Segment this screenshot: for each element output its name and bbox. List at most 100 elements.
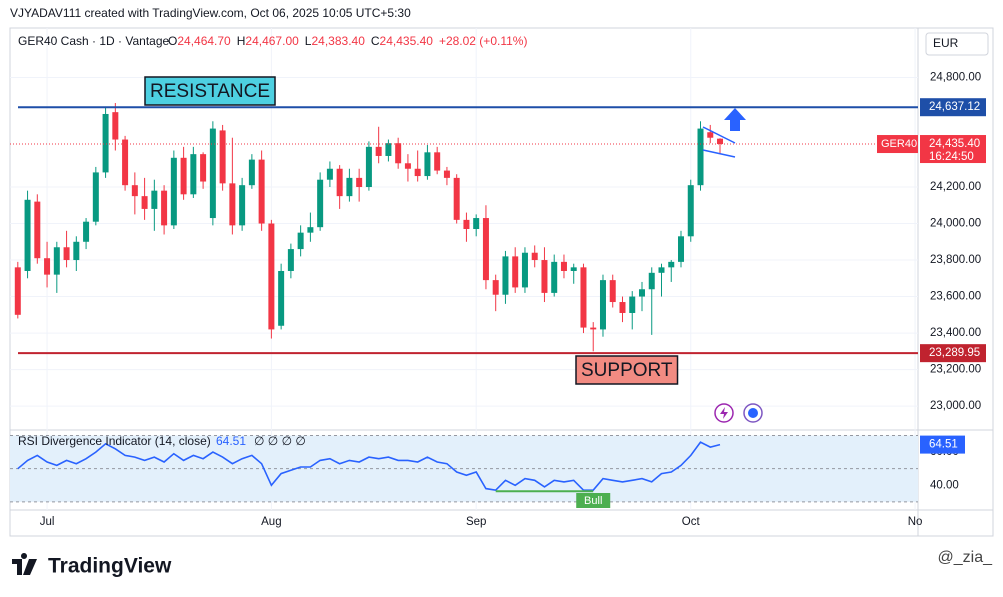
level-annotation-box <box>144 76 276 106</box>
x-tick-label: No <box>908 516 923 528</box>
ohlc-change: +28.02 (+0.11%) <box>439 34 528 48</box>
candle-body <box>668 261 675 268</box>
candle-body <box>365 146 372 188</box>
overlay: 24,637.12 23,289.95 RESISTANCE SUPPORT 24,43… <box>10 76 986 508</box>
candle-body <box>229 183 236 226</box>
flag-pattern <box>702 126 736 158</box>
candle-body <box>346 177 353 197</box>
candle-body <box>356 177 363 188</box>
candle-body <box>619 302 626 313</box>
divergence-box <box>576 493 611 508</box>
candle-body <box>678 236 685 262</box>
candle-body <box>258 159 265 224</box>
x-tick-label: Sep <box>466 516 486 528</box>
icon-flash-glyph <box>720 407 728 419</box>
candle-body <box>434 152 441 171</box>
candle-body <box>326 168 333 180</box>
rsi-tick-label: 40.00 <box>930 479 959 491</box>
candle-body <box>717 138 724 145</box>
candle-body <box>317 179 324 228</box>
level-axis-label: 24,637.12 <box>929 101 980 113</box>
candle-body <box>385 143 392 156</box>
y-tick-label: 24,800.00 <box>930 71 981 83</box>
attribution: VJYADAV111 created with TradingView.com,… <box>10 6 411 20</box>
x-tick-label: Jul <box>40 516 55 528</box>
divergence-label: Bull <box>584 495 602 507</box>
chart-frame <box>9 27 994 537</box>
ohlc-key: H <box>237 34 246 48</box>
candle-body <box>151 190 158 209</box>
rsi-title: RSI Divergence Indicator (14, close) <box>18 434 211 448</box>
candle-body <box>609 280 616 303</box>
candle-body <box>180 157 187 195</box>
rsi-axis-box <box>920 435 965 454</box>
candle-body <box>248 159 255 186</box>
x-tick-label: Aug <box>261 516 281 528</box>
level-axis-label: 23,289.95 <box>929 347 980 359</box>
candle-body <box>161 190 168 226</box>
candle-body <box>170 157 177 226</box>
level-axis-box <box>920 98 986 117</box>
currency: EUR <box>933 36 959 50</box>
candle-body <box>287 249 294 271</box>
x-tick-label: Oct <box>682 516 701 528</box>
y-tick-label: 24,000.00 <box>930 218 981 230</box>
ohlc-key: L <box>305 34 312 48</box>
level-axis-box <box>920 344 986 363</box>
candle-body <box>658 267 665 273</box>
symbol-tag <box>877 135 918 154</box>
plot <box>14 103 724 492</box>
candle-body <box>697 128 704 186</box>
candle-body <box>297 232 304 250</box>
y-tick-label: 23,400.00 <box>930 327 981 339</box>
candle-body <box>44 258 51 275</box>
rsi-flags: ∅ ∅ ∅ ∅ <box>254 434 306 448</box>
candle-body <box>34 201 41 259</box>
icon-target-core <box>748 408 758 418</box>
ohlc-value: 24,435.40 <box>380 34 434 48</box>
candle-body <box>375 146 382 156</box>
y-tick-label: 23,600.00 <box>930 291 981 303</box>
candle-body <box>521 252 528 288</box>
candle-body <box>599 280 606 330</box>
candle-body <box>24 199 31 271</box>
candle-body <box>414 168 421 177</box>
candle-body <box>687 185 694 237</box>
candle-body <box>560 261 567 271</box>
ohlc-value: 24,464.70 <box>177 34 231 48</box>
level-annotation-box <box>575 355 679 385</box>
candle-body <box>531 252 538 261</box>
watermark: @_zia_ <box>938 549 994 566</box>
candle-body <box>83 221 90 242</box>
ohlc-key: O <box>168 34 177 48</box>
candle-body <box>122 139 129 186</box>
candle-body <box>278 270 285 326</box>
candle-body <box>590 327 597 330</box>
candle-body <box>102 113 109 173</box>
candle-body <box>268 223 275 330</box>
last-price-label: 24,435.40 <box>929 138 980 150</box>
candle-body <box>463 219 470 229</box>
rsi-axis-label: 64.51 <box>929 439 958 451</box>
countdown: 16:24:50 <box>929 151 974 163</box>
candle-body <box>404 163 411 169</box>
candle-body <box>512 256 519 288</box>
candle-body <box>14 267 21 315</box>
ohlc-key: C <box>371 34 380 48</box>
level-annotation: SUPPORT <box>581 360 673 381</box>
candle-body <box>453 177 460 220</box>
candle-body <box>200 154 207 182</box>
brand: TradingView <box>48 555 172 578</box>
candle-body <box>112 112 119 140</box>
legend-ohlc: O 24,464.70 H 24,467.00 L 24,383.40 C 24,435.40… <box>168 34 527 48</box>
candle-body <box>648 272 655 290</box>
rsi-line <box>17 441 721 492</box>
candle-body <box>131 185 138 197</box>
candle-body <box>492 280 499 295</box>
candle-body <box>141 196 148 209</box>
candle-body <box>63 247 70 261</box>
candle-body <box>443 170 450 178</box>
currency-box[interactable] <box>925 32 989 56</box>
symbol-title: GER40 Cash · 1D · Vantage <box>18 34 170 48</box>
